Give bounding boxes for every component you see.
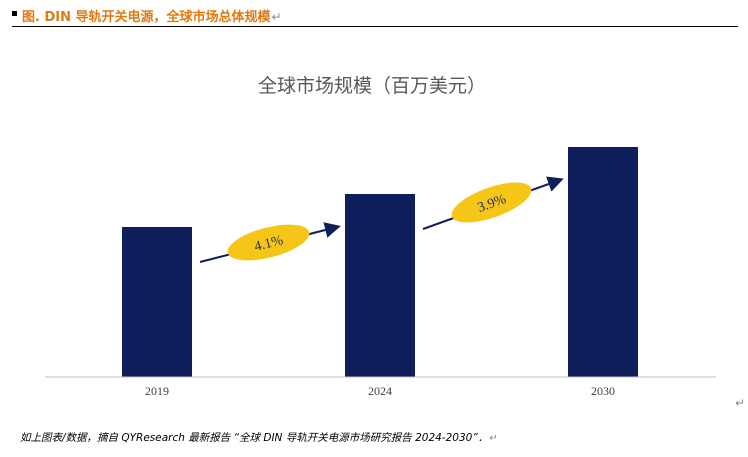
bullet-square-icon [12,11,17,16]
x-tick-label: 2030 [591,384,615,398]
growth-badge [227,224,310,261]
bars-layer [122,147,638,377]
chart-title: 全球市场规模（百万美元） [258,75,486,97]
return-mark-icon: ↵ [489,433,498,444]
market-size-chart: 全球市场规模（百万美元） 2019 2024 2030 4.1%3.9% [45,75,716,398]
growth-rate-label: 4.1% [253,233,285,255]
bar-2030 [568,147,638,377]
source-text: 如上图表/数据，摘自 QYResearch 最新报告 “全球 DIN 导轨开关电… [20,432,489,444]
bar-2019 [122,227,192,377]
x-tick-label: 2019 [145,384,169,398]
growth-annotations: 4.1%3.9% [199,176,564,263]
return-mark-icon: ↵ [735,396,746,410]
return-mark-icon: ↵ [271,10,282,24]
growth-badge [451,182,532,223]
caption-text: 图. DIN 导轨开关电源，全球市场总体规模 [22,10,271,25]
figure-caption-bar: 图. DIN 导轨开关电源，全球市场总体规模↵ [12,4,738,27]
source-note: 如上图表/数据，摘自 QYResearch 最新报告 “全球 DIN 导轨开关电… [20,430,740,445]
x-tick-label: 2024 [368,384,392,398]
x-tick-labels: 2019 2024 2030 [145,384,615,398]
figure-caption: 图. DIN 导轨开关电源，全球市场总体规模↵ [22,6,282,25]
bar-2024 [345,194,415,377]
